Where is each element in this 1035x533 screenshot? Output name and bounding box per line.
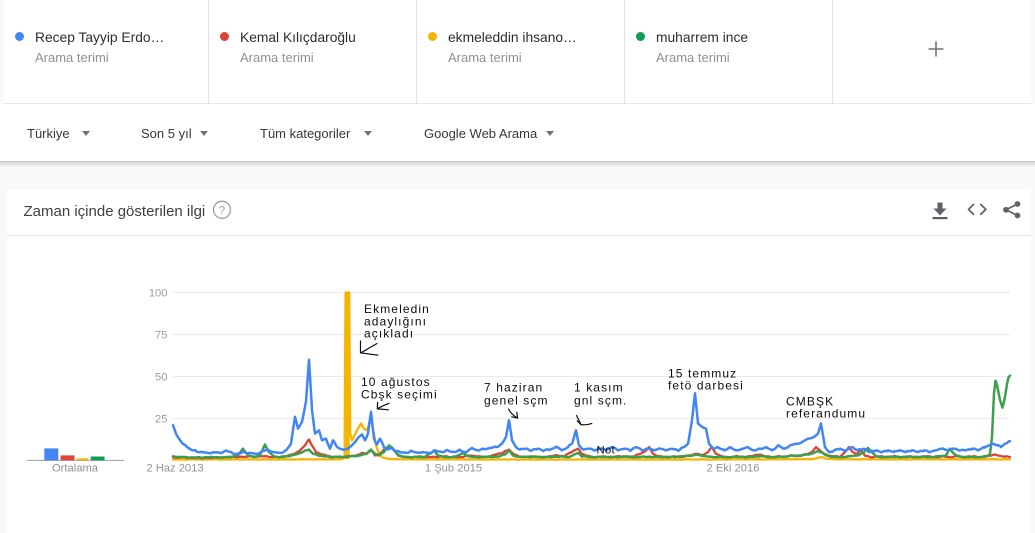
svg-text:15 temmuz: 15 temmuz — [668, 367, 737, 381]
svg-text:100: 100 — [149, 288, 168, 300]
svg-text:1 kasım: 1 kasım — [574, 381, 624, 395]
svg-text:referandumu: referandumu — [786, 407, 866, 421]
svg-text:?: ? — [219, 205, 225, 217]
svg-text:7 haziran: 7 haziran — [484, 381, 543, 395]
svg-text:fetö darbesi: fetö darbesi — [668, 379, 744, 393]
svg-text:Not: Not — [597, 445, 616, 457]
svg-text:2 Eki 2016: 2 Eki 2016 — [707, 463, 760, 475]
svg-text:50: 50 — [155, 372, 167, 384]
svg-text:CMBŞK: CMBŞK — [786, 395, 834, 409]
svg-text:1 Şub 2015: 1 Şub 2015 — [425, 463, 482, 475]
svg-text:Ekmeledin: Ekmeledin — [364, 302, 430, 316]
svg-text:Cbşk seçimi: Cbşk seçimi — [361, 388, 438, 402]
svg-text:75: 75 — [155, 330, 167, 342]
svg-text:25: 25 — [155, 414, 167, 426]
svg-text:2 Haz 2013: 2 Haz 2013 — [146, 463, 203, 475]
svg-text:adaylığını: adaylığını — [364, 315, 427, 329]
svg-text:10 ağustos: 10 ağustos — [361, 375, 431, 389]
svg-text:açıkladı: açıkladı — [364, 327, 414, 341]
svg-text:gnl sçm.: gnl sçm. — [574, 394, 627, 408]
svg-text:genel sçm: genel sçm — [484, 394, 549, 408]
svg-text:Ortalama: Ortalama — [52, 463, 99, 475]
